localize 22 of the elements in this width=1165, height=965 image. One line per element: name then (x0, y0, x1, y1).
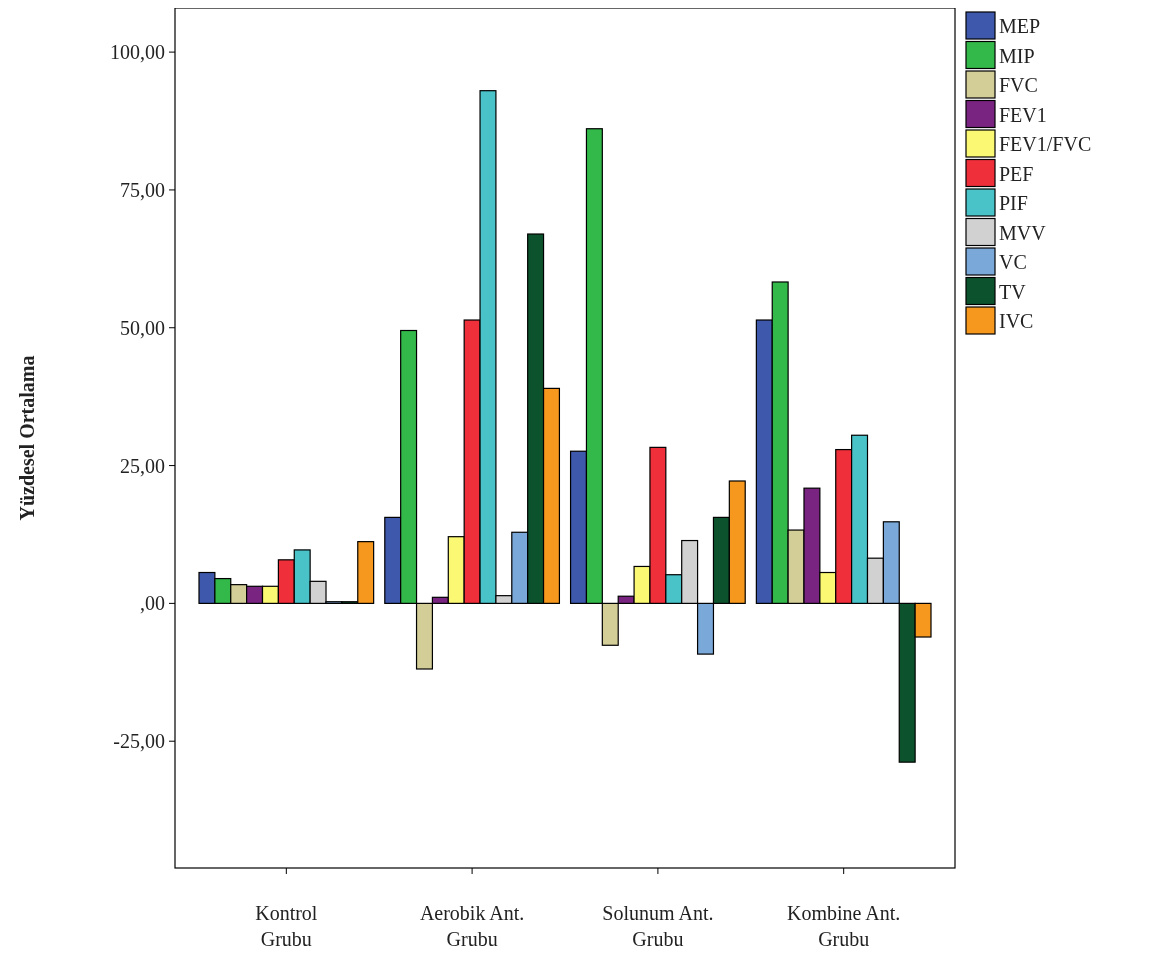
legend-label: FEV1 (999, 103, 1047, 126)
legend-label: MVV (999, 221, 1047, 244)
legend-label: MEP (999, 15, 1041, 37)
legend-label: PIF (999, 192, 1028, 214)
y-tick-label: 25,00 (120, 454, 165, 477)
legend-label: FEV1/FVC (999, 133, 1092, 155)
x-tick-label: Aerobik Ant. Grubu (419, 902, 525, 950)
y-tick-label: 50,00 (120, 316, 165, 339)
y-tick-label: -25,00 (113, 730, 165, 753)
legend-label: TV (999, 280, 1027, 303)
x-tick-label: Kontrol Grubu (255, 902, 318, 950)
legend-label: IVC (999, 310, 1034, 332)
legend-label: PEF (999, 162, 1034, 185)
legend-label: FVC (999, 74, 1038, 96)
legend-label: VC (999, 251, 1027, 273)
y-tick-label: 100,00 (110, 41, 165, 64)
legend-label: MIP (999, 44, 1035, 67)
x-tick-label: Kombine Ant. Grubu (787, 902, 901, 950)
y-axis-title: Yüzdesel Ortalama (16, 355, 38, 521)
y-tick-label: ,00 (140, 592, 165, 615)
y-tick-label: 75,00 (120, 178, 165, 201)
x-tick-label: Solunum Ant. Grubu (602, 902, 714, 950)
